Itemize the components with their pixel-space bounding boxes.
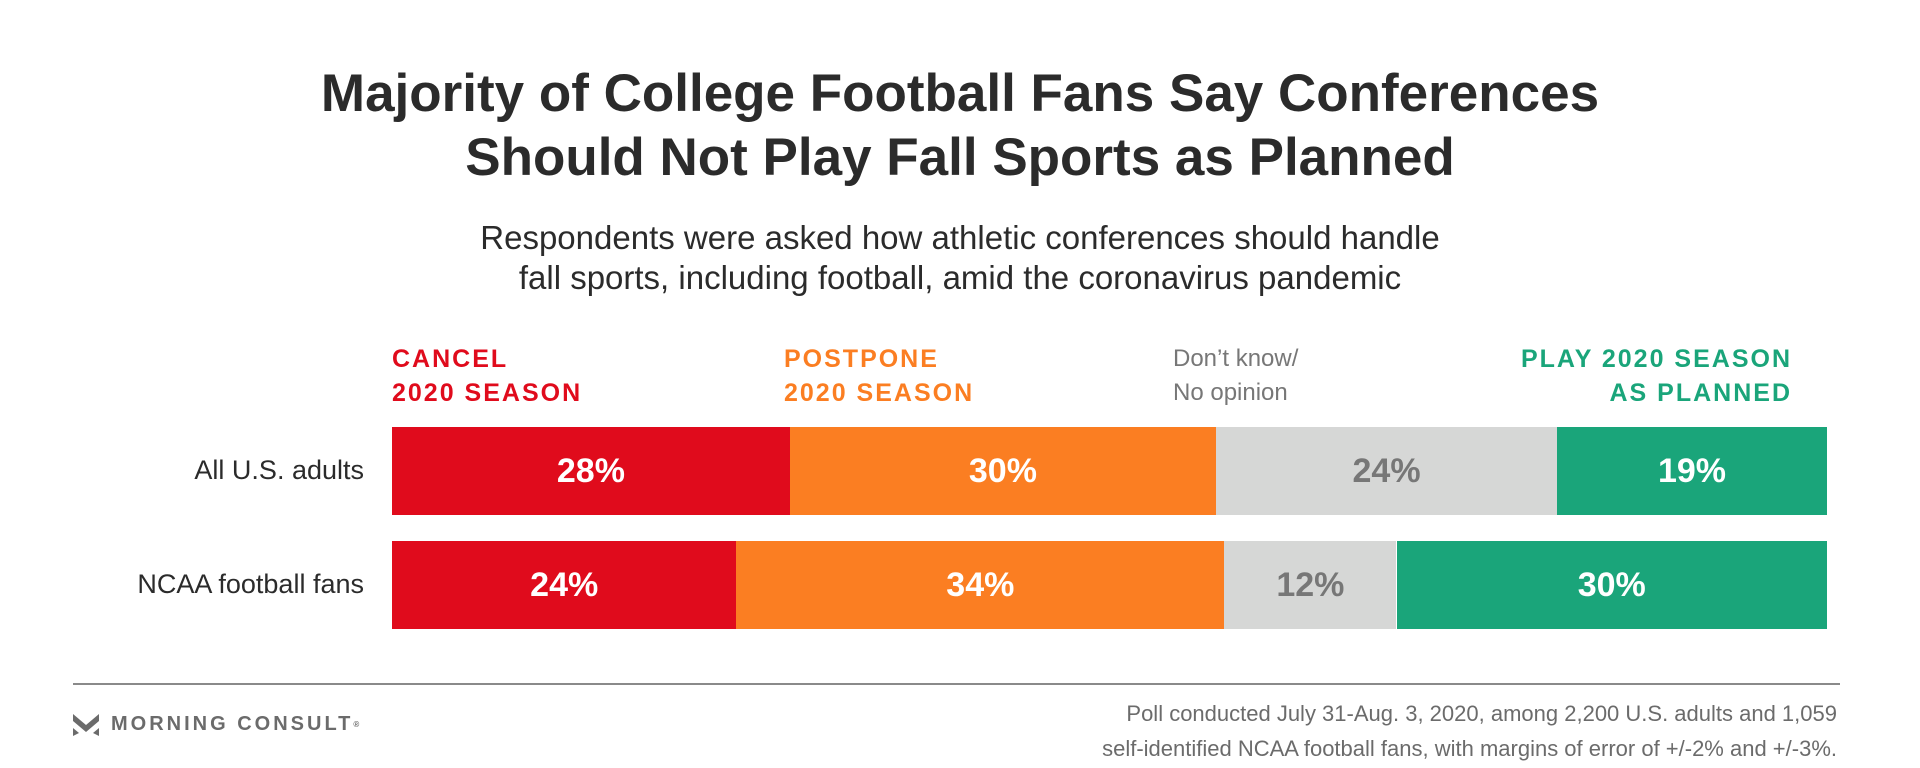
data-label: 19% [1657, 451, 1727, 490]
legend-play: PLAY 2020 SEASON AS PLANNED [1521, 342, 1792, 410]
bar-segment-dont-know: 24% [1216, 427, 1558, 515]
legend-label: No opinion [1173, 379, 1288, 406]
legend-label: CANCEL [392, 345, 509, 373]
subtitle-line: Respondents were asked how athletic conf… [480, 219, 1440, 256]
chart-title: Majority of College Football Fans Say Co… [0, 62, 1920, 190]
data-label: 28% [556, 451, 625, 490]
footnote: Poll conducted July 31-Aug. 3, 2020, amo… [1102, 696, 1837, 766]
bar-segment-play: 30% [1396, 541, 1827, 629]
title-line: Should Not Play Fall Sports as Planned [465, 128, 1455, 187]
legend-label: POSTPONE [784, 345, 939, 373]
data-label: 30% [968, 451, 1037, 490]
bar-segment-postpone: 34% [736, 541, 1225, 629]
legend-postpone: POSTPONE 2020 SEASON [784, 342, 974, 410]
bar-segment-play: 19% [1557, 427, 1827, 515]
subtitle-line: fall sports, including football, amid th… [518, 259, 1402, 296]
data-label: 30% [1577, 565, 1646, 604]
data-label: 12% [1276, 565, 1345, 604]
bar-segment-cancel: 24% [392, 541, 737, 629]
data-label: 24% [1352, 451, 1421, 490]
legend-label: Don’t know/ [1173, 345, 1299, 372]
legend-label: PLAY 2020 SEASON [1520, 345, 1792, 373]
legend-label: 2020 SEASON [392, 379, 583, 407]
divider [73, 683, 1840, 685]
legend-cancel: CANCEL 2020 SEASON [392, 342, 582, 410]
logo-text: MORNING CONSULT [111, 713, 354, 735]
footnote-line: self-identified NCAA football fans, with… [1102, 736, 1837, 761]
logo-chevron-icon [73, 713, 99, 736]
chart-subtitle: Respondents were asked how athletic conf… [0, 218, 1920, 298]
bar-segment-postpone: 30% [789, 427, 1217, 515]
bar-ncaa-football-fans: 24% 34% 12% 30% [392, 541, 1827, 629]
title-line: Majority of College Football Fans Say Co… [320, 64, 1600, 123]
legend-label: 2020 SEASON [784, 379, 975, 407]
legend-label: AS PLANNED [1609, 379, 1792, 407]
morning-consult-logo: MORNING CONSULT ® [73, 713, 359, 736]
row-label: NCAA football fans [137, 569, 364, 599]
legend-dont-know: Don’t know/ No opinion [1173, 342, 1298, 410]
data-label: 34% [946, 565, 1015, 604]
bar-all-us-adults: 28% 30% 24% 19% [392, 427, 1827, 515]
bar-segment-cancel: 28% [392, 427, 790, 515]
bar-segment-dont-know: 12% [1224, 541, 1397, 629]
data-label: 24% [530, 565, 599, 604]
footnote-line: Poll conducted July 31-Aug. 3, 2020, amo… [1126, 701, 1837, 726]
row-label: All U.S. adults [194, 455, 364, 485]
